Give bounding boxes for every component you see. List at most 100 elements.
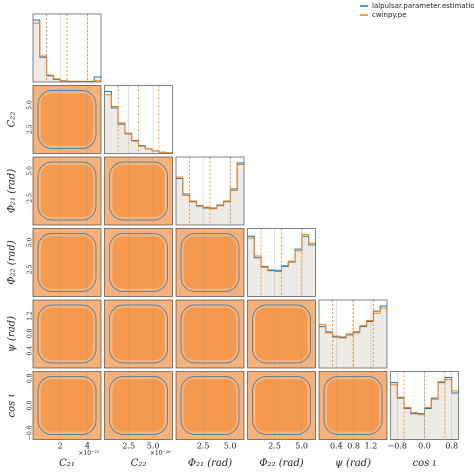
x-tick-label: 2.5 bbox=[122, 442, 135, 451]
hist-bin bbox=[301, 234, 309, 297]
density-core bbox=[184, 308, 236, 360]
axis-offset: ×10⁻²⁶ bbox=[150, 450, 171, 457]
hist-bin bbox=[254, 257, 262, 297]
axis-offset: ×10⁻²⁵ bbox=[78, 450, 99, 457]
hist-bin bbox=[380, 306, 387, 368]
contour bbox=[109, 233, 168, 292]
x-tick-label: 2.5 bbox=[268, 442, 281, 451]
hist-bin bbox=[366, 321, 374, 368]
hist-bin bbox=[319, 326, 326, 368]
y-tick-label: 0.0 bbox=[27, 401, 34, 411]
panel-frame bbox=[32, 13, 102, 83]
x-tick-label: 5.0 bbox=[224, 442, 237, 451]
hist-bin bbox=[254, 256, 262, 297]
hist-bin bbox=[397, 398, 405, 440]
hist-bin bbox=[417, 414, 425, 440]
hist-bin bbox=[281, 266, 289, 297]
hist-bin bbox=[247, 237, 255, 297]
hist-bin bbox=[118, 124, 125, 154]
panel-frame bbox=[104, 228, 173, 297]
y-tick-label: 5.0 bbox=[27, 237, 34, 247]
x-tick-label: 4 bbox=[85, 442, 90, 451]
hist-bin bbox=[196, 206, 204, 225]
density-core bbox=[112, 308, 165, 360]
hist-bin bbox=[124, 133, 132, 154]
x-tick-label: 2 bbox=[58, 442, 63, 451]
contour bbox=[109, 304, 168, 364]
hist-bin bbox=[176, 178, 183, 225]
hist-bin bbox=[145, 148, 153, 154]
histogram bbox=[247, 235, 316, 297]
x-axis-label: Φ₂₁ (rad) bbox=[188, 458, 232, 469]
contour bbox=[37, 90, 97, 149]
panel-frame bbox=[104, 156, 173, 226]
density-core bbox=[41, 236, 93, 289]
y-axis-label: ψ (rad) bbox=[7, 316, 18, 352]
hist-bin bbox=[46, 75, 54, 82]
hist-bin bbox=[237, 163, 244, 225]
hist-bin bbox=[451, 390, 459, 440]
hist-bin bbox=[325, 331, 333, 368]
x-tick-label: −0.8 bbox=[388, 442, 407, 451]
panel-frame bbox=[104, 371, 173, 440]
hist-bin bbox=[274, 270, 282, 297]
x-axis-label: cos ι bbox=[413, 458, 437, 469]
hist-bin bbox=[111, 106, 119, 154]
histogram bbox=[319, 305, 387, 368]
density-core bbox=[112, 379, 165, 432]
x-tick-label: 0.8 bbox=[347, 442, 360, 451]
panel-frame bbox=[318, 299, 388, 369]
hist-bin bbox=[410, 413, 418, 440]
histogram bbox=[176, 164, 244, 225]
hist-bin bbox=[80, 81, 88, 82]
hist-bin bbox=[424, 408, 432, 440]
density-core bbox=[184, 379, 236, 432]
hist-bin bbox=[94, 77, 101, 82]
density-core bbox=[41, 308, 93, 360]
hist-bin bbox=[438, 381, 445, 440]
hist-bin bbox=[138, 146, 146, 154]
hist-bin bbox=[152, 150, 159, 154]
histogram bbox=[176, 162, 244, 225]
hist-bin bbox=[176, 176, 183, 225]
hist-bin bbox=[295, 250, 302, 297]
x-tick-label: 0.4 bbox=[330, 442, 343, 451]
hist-bin bbox=[444, 379, 452, 440]
hist-bin bbox=[295, 249, 302, 297]
histogram bbox=[319, 307, 387, 368]
hist-bin bbox=[53, 79, 61, 82]
hist-bin bbox=[203, 207, 210, 225]
legend-label: cwinpy.pe bbox=[372, 11, 407, 19]
hist-bin bbox=[281, 265, 289, 297]
y-axis-label: Φ₂₁ (rad) bbox=[7, 169, 18, 213]
hist-bin bbox=[261, 267, 268, 297]
hist-bin bbox=[196, 205, 204, 225]
hist-bin bbox=[87, 81, 95, 82]
x-tick-label: 0.8 bbox=[445, 442, 458, 451]
hist-bin bbox=[308, 244, 316, 297]
density-core bbox=[41, 379, 93, 432]
hist-bin bbox=[210, 207, 217, 225]
y-tick-label: 0.4 bbox=[27, 346, 34, 356]
x-tick-label: 2.5 bbox=[197, 442, 210, 451]
density-core bbox=[255, 379, 308, 432]
hist-bin bbox=[339, 337, 347, 368]
hist-bin bbox=[73, 81, 81, 82]
hist-bin bbox=[131, 141, 139, 154]
hist-bin bbox=[288, 262, 296, 297]
y-tick-label: 2.5 bbox=[27, 124, 34, 134]
hist-bin bbox=[104, 94, 112, 154]
panel-frame bbox=[390, 371, 459, 440]
hist-bin bbox=[145, 148, 153, 154]
panel-frame bbox=[32, 371, 102, 440]
hist-bin bbox=[94, 80, 101, 82]
y-axis-label: C₂₂ bbox=[7, 112, 18, 128]
hist-bin bbox=[223, 201, 231, 225]
hist-bin bbox=[444, 377, 452, 440]
hist-bin bbox=[60, 80, 67, 82]
hist-bin bbox=[397, 397, 405, 440]
hist-bin bbox=[216, 205, 224, 225]
hist-bin bbox=[332, 335, 340, 368]
hist-bin bbox=[451, 393, 459, 440]
hist-bin bbox=[431, 398, 439, 440]
